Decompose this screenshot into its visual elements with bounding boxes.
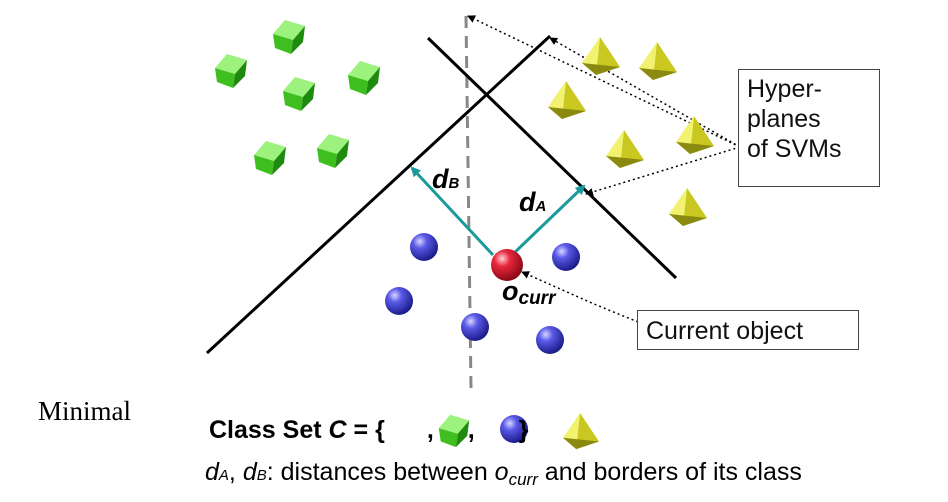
class-set-sep-2: , (467, 416, 475, 444)
pyramid-icon (639, 42, 677, 80)
cube-icon (215, 54, 247, 88)
cube-icon (348, 61, 380, 95)
class-set-sep-1: , (426, 416, 434, 444)
minimal-label: Minimal (38, 396, 131, 426)
sphere-icon (536, 326, 564, 354)
sphere-icon (552, 243, 580, 271)
current-object-box: Current object (637, 310, 859, 350)
distance-arrow-a (510, 184, 586, 257)
cube-icon (254, 141, 286, 175)
hyperplane-left (205, 34, 552, 355)
label-d-a: dA (519, 187, 547, 217)
hyperplanes-line-2: planes (747, 105, 821, 133)
class-set-eq: = { (346, 416, 385, 444)
label-o-curr: ocurr (502, 276, 556, 309)
cube-icon (317, 134, 349, 168)
hyperplane-right (426, 36, 678, 280)
pyramid-icon (606, 130, 644, 168)
hyperplanes-line-3: of SVMs (747, 135, 842, 163)
class-sphere-icon (500, 415, 528, 443)
sphere-icon (410, 233, 438, 261)
caption: dA, dB: distances between ocurr and bord… (205, 458, 802, 489)
distance-arrow-b (410, 166, 495, 257)
class-set-var: C (328, 416, 347, 444)
class-set-close: } (518, 416, 529, 444)
pyramid-icon (548, 81, 586, 119)
current-object-pointer (521, 271, 639, 323)
pyramid-icon (582, 37, 620, 75)
cube-icon (283, 77, 315, 111)
pyramid-icon (676, 116, 714, 154)
hyperplane-pointers (467, 15, 741, 196)
sphere-icon (461, 313, 489, 341)
cube-icon (273, 20, 305, 54)
current-object-sphere (491, 249, 523, 281)
class-set-line: Class Set C = { , , } (209, 416, 528, 445)
hyperplanes-line-1: Hyper- (747, 75, 823, 103)
pyramid-icon (669, 188, 707, 226)
sphere-icon (385, 287, 413, 315)
class-pyramid-icon (562, 413, 599, 450)
class-set-prefix: Class Set (209, 416, 329, 444)
label-d-b: dB (432, 164, 460, 194)
hyperplanes-box: Hyper- planes of SVMs (738, 69, 880, 187)
